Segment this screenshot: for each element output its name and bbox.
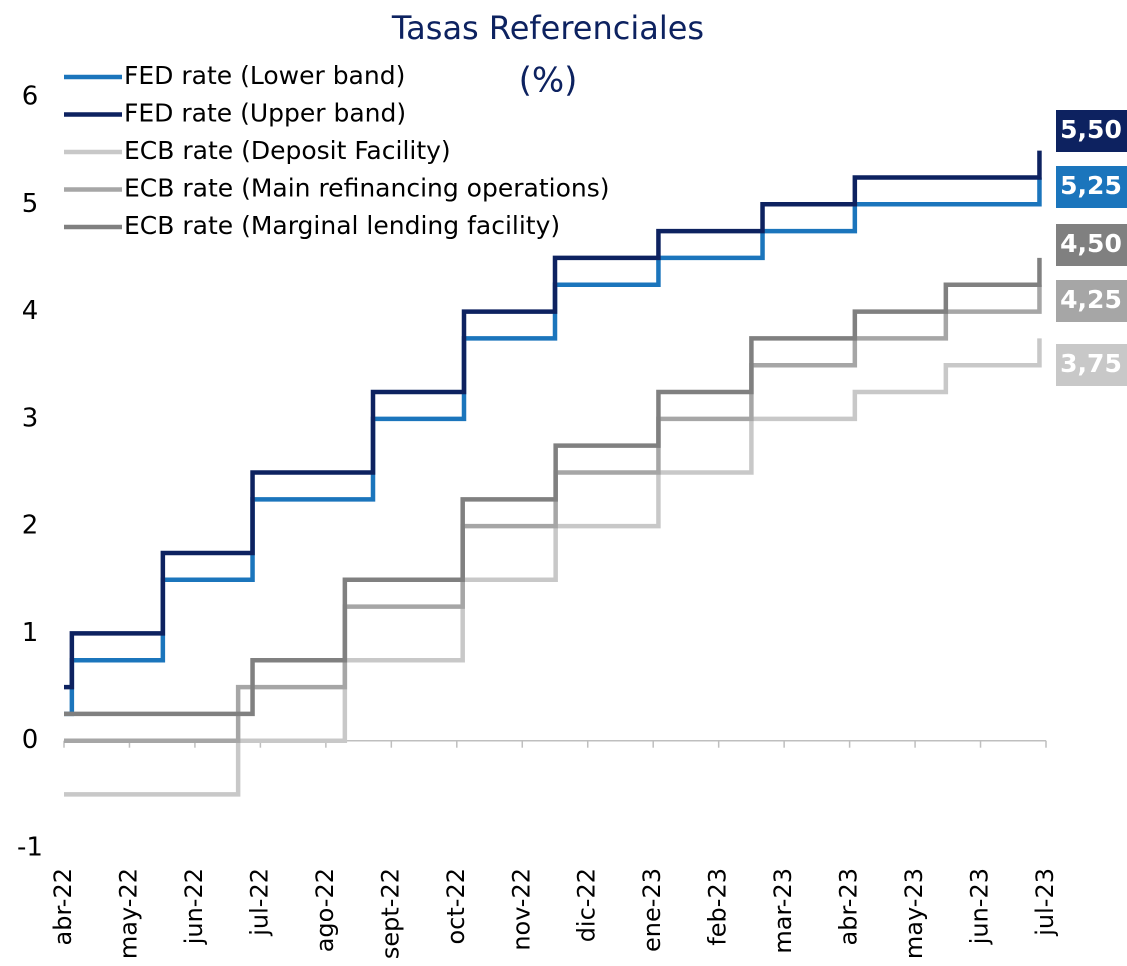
chart-title: Tasas Referenciales — [391, 9, 704, 47]
y-tick-label: -1 — [17, 833, 43, 863]
end-label: 5,25 — [1060, 171, 1122, 200]
end-label-box — [1056, 110, 1127, 152]
x-tick-label: abr-23 — [835, 868, 863, 945]
x-tick-label: nov-22 — [507, 868, 535, 951]
x-tick-label: oct-22 — [442, 868, 470, 945]
x-tick-label: jul-23 — [1031, 868, 1059, 937]
y-tick-label: 3 — [22, 403, 39, 433]
end-label-box — [1056, 166, 1127, 208]
y-tick-label: 2 — [22, 511, 39, 541]
x-tick-label: feb-23 — [704, 868, 732, 946]
x-tick-label: sept-22 — [376, 868, 404, 959]
x-tick-label: dic-22 — [573, 868, 601, 942]
legend-label: ECB rate (Main refinancing operations) — [124, 174, 610, 203]
end-label: 4,25 — [1060, 285, 1122, 314]
y-tick-label: 0 — [22, 725, 39, 755]
series-line — [64, 257, 1042, 717]
y-tick-label: 5 — [22, 189, 39, 219]
series-line — [64, 177, 1042, 717]
x-tick-label: jul-22 — [245, 868, 273, 937]
x-tick-label: jun-22 — [180, 868, 208, 945]
end-label-box — [1056, 344, 1127, 386]
x-tick-label: abr-22 — [49, 868, 77, 945]
chart-subtitle: (%) — [519, 61, 578, 101]
end-label-box — [1056, 224, 1127, 266]
x-tick-label: jun-23 — [966, 868, 994, 945]
y-tick-label: 4 — [22, 296, 39, 326]
x-tick-label: ene-23 — [638, 868, 666, 952]
legend-label: FED rate (Upper band) — [124, 99, 406, 128]
end-label-box — [1056, 280, 1127, 322]
series-line — [64, 150, 1042, 690]
x-tick-label: may-23 — [900, 868, 928, 959]
legend-label: ECB rate (Marginal lending facility) — [124, 211, 560, 240]
legend-label: FED rate (Lower band) — [124, 61, 405, 90]
y-tick-label: 1 — [22, 618, 39, 648]
x-tick-label: may-22 — [114, 868, 142, 959]
end-label: 4,50 — [1060, 229, 1122, 258]
x-tick-label: mar-23 — [769, 868, 797, 954]
y-tick-label: 6 — [22, 82, 39, 112]
x-tick-label: ago-22 — [311, 868, 339, 952]
end-label: 5,50 — [1060, 115, 1122, 144]
series-line — [64, 284, 1042, 743]
end-label: 3,75 — [1060, 349, 1122, 378]
series-line — [64, 338, 1042, 797]
legend-label: ECB rate (Deposit Facility) — [124, 136, 451, 165]
